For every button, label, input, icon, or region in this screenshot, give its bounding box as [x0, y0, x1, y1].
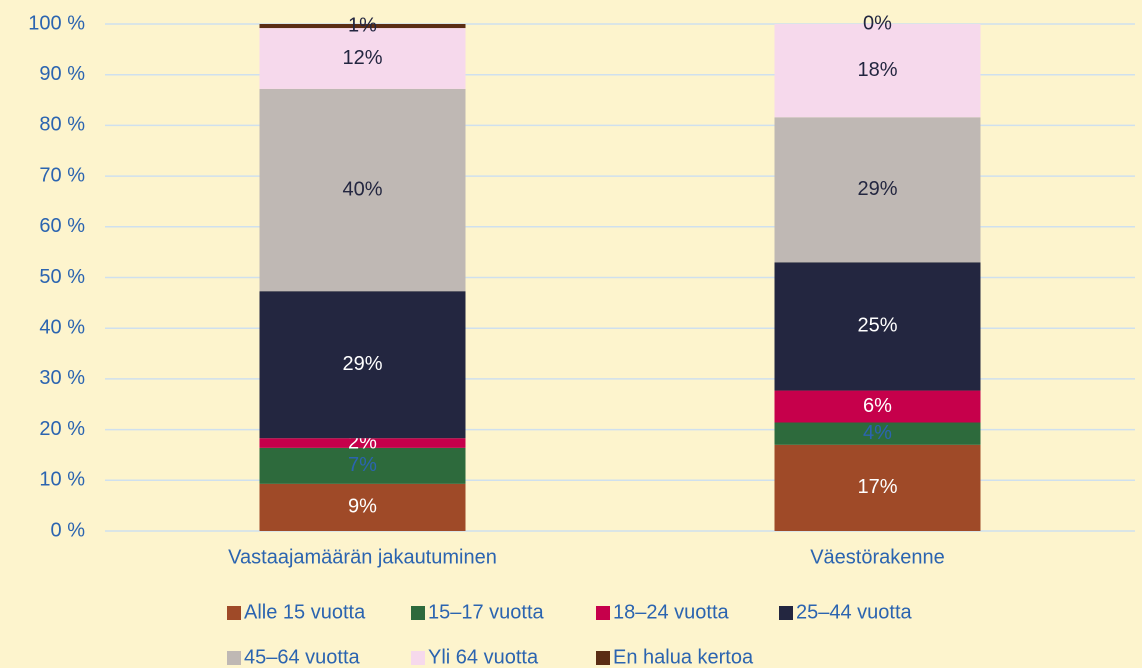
- legend-swatch: [779, 606, 793, 620]
- bar-segment: [774, 390, 981, 423]
- data-label: 9%: [348, 496, 377, 518]
- legend-swatch: [411, 651, 425, 665]
- legend-swatch: [411, 606, 425, 620]
- legend-swatch: [227, 606, 241, 620]
- legend-swatch: [596, 606, 610, 620]
- y-tick-label: 100 %: [28, 12, 85, 34]
- legend-label: Alle 15 vuotta: [244, 601, 366, 623]
- bar-segment: [259, 447, 466, 484]
- x-tick-label: Väestörakenne: [810, 546, 945, 568]
- legend-label: 25–44 vuotta: [796, 601, 913, 623]
- y-tick-label: 20 %: [39, 418, 85, 440]
- data-label: 18%: [857, 59, 897, 81]
- data-label: 6%: [863, 395, 892, 417]
- legend-label: En halua kertoa: [613, 646, 754, 668]
- data-label: 1%: [348, 14, 377, 36]
- y-tick-label: 10 %: [39, 469, 85, 491]
- data-label: 7%: [348, 454, 377, 476]
- y-tick-label: 50 %: [39, 266, 85, 288]
- y-tick-label: 80 %: [39, 114, 85, 136]
- y-tick-label: 70 %: [39, 164, 85, 186]
- bar-segment: [259, 483, 466, 531]
- x-tick-label: Vastaajamäärän jakautuminen: [228, 546, 497, 568]
- data-label: 4%: [863, 422, 892, 444]
- bar-segment: [259, 28, 466, 89]
- y-tick-label: 90 %: [39, 63, 85, 85]
- data-label: 12%: [342, 47, 382, 69]
- bar-segment: [774, 117, 981, 263]
- data-label: 17%: [857, 476, 897, 498]
- y-tick-label: 0 %: [51, 519, 86, 541]
- data-label: 29%: [857, 178, 897, 200]
- y-tick-label: 40 %: [39, 316, 85, 338]
- bar-segment: [774, 422, 981, 445]
- bar-segment: [259, 291, 466, 439]
- legend-label: 45–64 vuotta: [244, 646, 361, 668]
- legend-swatch: [596, 651, 610, 665]
- bar-segment: [259, 24, 466, 29]
- legend-label: Yli 64 vuotta: [428, 646, 539, 668]
- data-label: 25%: [857, 315, 897, 337]
- bar-segment: [774, 262, 981, 391]
- data-label: 0%: [863, 12, 892, 34]
- legend-swatch: [227, 651, 241, 665]
- bar-segment: [259, 88, 466, 292]
- bar-segment: [259, 438, 466, 448]
- y-tick-label: 30 %: [39, 367, 85, 389]
- data-label: 40%: [342, 178, 382, 200]
- y-tick-label: 60 %: [39, 215, 85, 237]
- legend-label: 18–24 vuotta: [613, 601, 730, 623]
- bar-segment: [774, 24, 981, 118]
- data-label: 29%: [342, 353, 382, 375]
- legend-label: 15–17 vuotta: [428, 601, 545, 623]
- bar-segment: [774, 444, 981, 531]
